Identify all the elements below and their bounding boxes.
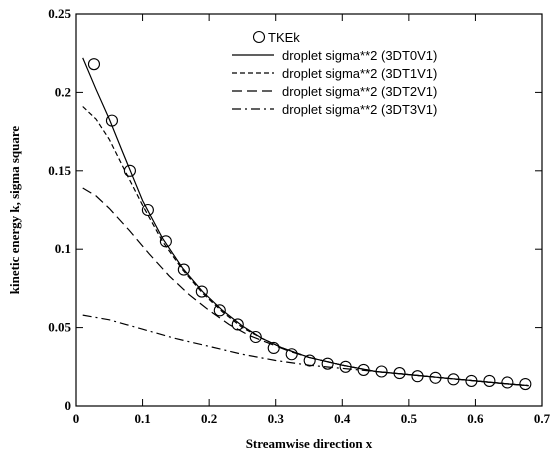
x-tick-label: 0.6 [467, 411, 484, 426]
data-point-0 [483, 374, 496, 387]
data-point-0 [303, 354, 316, 367]
series-line-2 [82, 106, 529, 387]
plot-frame [75, 13, 543, 407]
data-point-0 [195, 285, 208, 298]
y-tick-label: 0.05 [48, 320, 71, 335]
data-point-0 [141, 203, 154, 217]
y-tick-label: 0.2 [55, 84, 71, 99]
data-point-0 [249, 330, 262, 344]
legend-label-4: droplet sigma**2 (3DT3V1) [282, 102, 437, 117]
data-point-0 [177, 263, 190, 276]
y-tick-label: 0 [65, 398, 72, 413]
x-tick-label: 0.5 [401, 411, 418, 426]
axis-ticks: 0 0.1 0.2 0.3 0.4 0.5 0.6 0.7 0 0.05 0.1 0.15 0.2 0.2… [48, 6, 550, 426]
y-tick-label: 0.15 [48, 163, 71, 178]
series-line-4 [82, 314, 529, 387]
x-tick-label: 0.7 [534, 411, 551, 426]
data-point-0 [213, 304, 226, 317]
x-tick-label: 0 [73, 411, 80, 426]
y-tick-label: 0.1 [55, 241, 71, 256]
series-line-3 [82, 187, 529, 387]
x-tick-label: 0.2 [201, 411, 217, 426]
legend-label-2: droplet sigma**2 (3DT1V1) [282, 66, 437, 81]
x-tick-label: 0.3 [268, 411, 285, 426]
x-tick-label: 0.1 [134, 411, 150, 426]
legend-label-3: droplet sigma**2 (3DT2V1) [282, 84, 437, 99]
y-axis-label: kinetic energy k, sigma square [7, 126, 22, 295]
data-point-0 [501, 376, 514, 389]
legend-swatch-0 [252, 30, 266, 44]
series-line-1 [82, 57, 529, 387]
data-point-0 [519, 377, 532, 391]
series-layer [82, 57, 532, 391]
legend-label-0: TKEk [268, 30, 300, 45]
y-tick-label: 0.25 [48, 6, 71, 21]
x-axis-label: Streamwise direction x [246, 436, 373, 451]
data-point-0 [87, 58, 101, 71]
data-point-0 [267, 341, 280, 355]
data-point-0 [231, 318, 244, 331]
x-tick-label: 0.4 [334, 411, 351, 426]
data-point-0 [123, 164, 136, 177]
legend: TKEk droplet sigma**2 (3DT0V1) droplet sig… [232, 30, 437, 117]
legend-label-1: droplet sigma**2 (3DT0V1) [282, 48, 437, 63]
